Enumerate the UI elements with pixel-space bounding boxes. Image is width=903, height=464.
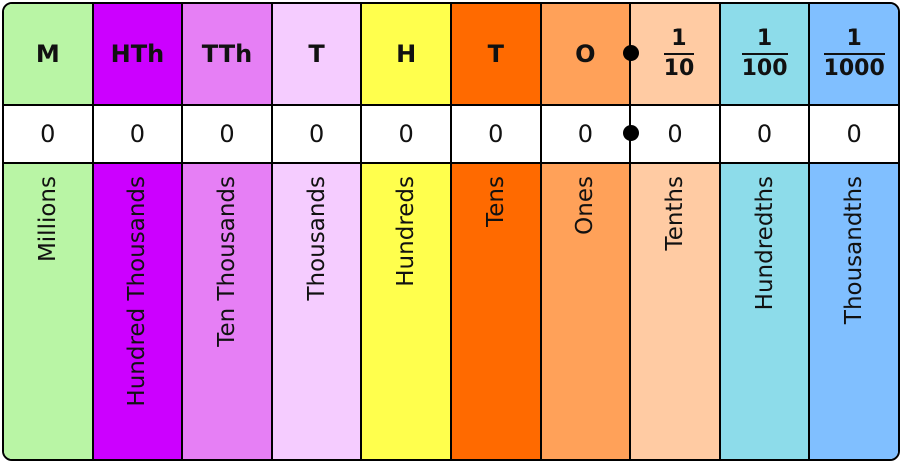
fraction-denominator: 100 xyxy=(741,56,788,81)
fraction-one-thousandth: 1 1000 xyxy=(823,25,885,81)
column-hundred-thousands: HTh 0 Hundred Thousands xyxy=(93,4,184,459)
fraction-denominator: 1000 xyxy=(823,56,885,81)
label-millions: Millions xyxy=(34,176,61,263)
header-tenths: 1 10 xyxy=(631,4,719,104)
header-ones: O xyxy=(575,40,596,68)
column-millions: M 0 Millions xyxy=(4,4,94,459)
column-ten-thousands: TTh 0 Ten Thousands xyxy=(183,4,273,459)
header-tens: T xyxy=(487,40,504,68)
label-tens: Tens xyxy=(482,176,509,227)
label-hundreds: Hundreds xyxy=(393,176,420,287)
column-ones: O 0 Ones xyxy=(541,4,632,459)
fraction-bar xyxy=(741,53,788,55)
column-tens: T 0 Tens xyxy=(451,4,542,459)
fraction-bar xyxy=(663,53,695,55)
digit-thousandths: 0 xyxy=(810,104,898,164)
decimal-point-header xyxy=(623,45,639,61)
column-thousands: T 0 Thousands xyxy=(272,4,363,459)
label-ones: Ones xyxy=(572,176,599,235)
header-thousandths: 1 1000 xyxy=(810,4,898,104)
header-ten-thousands: TTh xyxy=(201,40,253,68)
column-hundredths: 1 100 0 Hundredths xyxy=(720,4,811,459)
column-hundreds: H 0 Hundreds xyxy=(362,4,452,459)
label-thousandths: Thousandths xyxy=(841,176,868,325)
label-tenths: Tenths xyxy=(661,176,688,251)
fraction-denominator: 10 xyxy=(663,56,695,81)
fraction-one-hundredth: 1 100 xyxy=(741,25,788,81)
digit-thousands: 0 xyxy=(272,104,361,164)
header-millions: M xyxy=(35,40,60,68)
fraction-numerator: 1 xyxy=(846,25,862,51)
column-tenths: 1 10 0 Tenths xyxy=(631,4,721,459)
label-hundred-thousands: Hundred Thousands xyxy=(124,176,151,407)
digit-hundreds: 0 xyxy=(362,104,450,164)
column-thousandths: 1 1000 0 Thousandths xyxy=(810,4,898,459)
digit-tens: 0 xyxy=(451,104,540,164)
digit-ten-thousands: 0 xyxy=(183,104,271,164)
digit-ones: 0 xyxy=(541,104,630,164)
label-thousands: Thousands xyxy=(303,176,330,301)
digit-tenths: 0 xyxy=(631,104,719,164)
digit-millions: 0 xyxy=(4,104,92,164)
fraction-numerator: 1 xyxy=(671,25,687,51)
header-hundreds: H xyxy=(396,40,417,68)
header-hundred-thousands: HTh xyxy=(110,40,165,68)
fraction-one-tenth: 1 10 xyxy=(663,25,695,81)
label-hundredths: Hundredths xyxy=(751,176,778,311)
header-hundredths: 1 100 xyxy=(721,4,809,104)
digit-hundred-thousands: 0 xyxy=(93,104,182,164)
decimal-point-digit xyxy=(623,125,639,141)
digit-hundredths: 0 xyxy=(720,104,809,164)
fraction-numerator: 1 xyxy=(756,25,773,51)
fraction-bar xyxy=(823,53,885,55)
label-ten-thousands: Ten Thousands xyxy=(213,176,240,347)
header-thousands: T xyxy=(308,40,325,68)
